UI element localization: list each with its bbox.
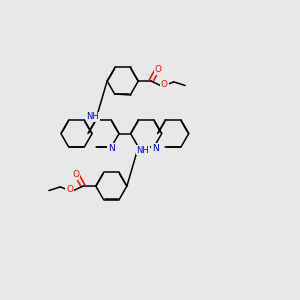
Text: O: O — [154, 65, 161, 74]
Text: NH: NH — [136, 146, 149, 154]
Text: O: O — [73, 170, 80, 179]
Text: O: O — [161, 80, 168, 89]
Text: N: N — [108, 144, 115, 153]
Text: O: O — [66, 185, 73, 194]
Text: NH: NH — [86, 112, 99, 122]
Text: N: N — [152, 144, 159, 153]
